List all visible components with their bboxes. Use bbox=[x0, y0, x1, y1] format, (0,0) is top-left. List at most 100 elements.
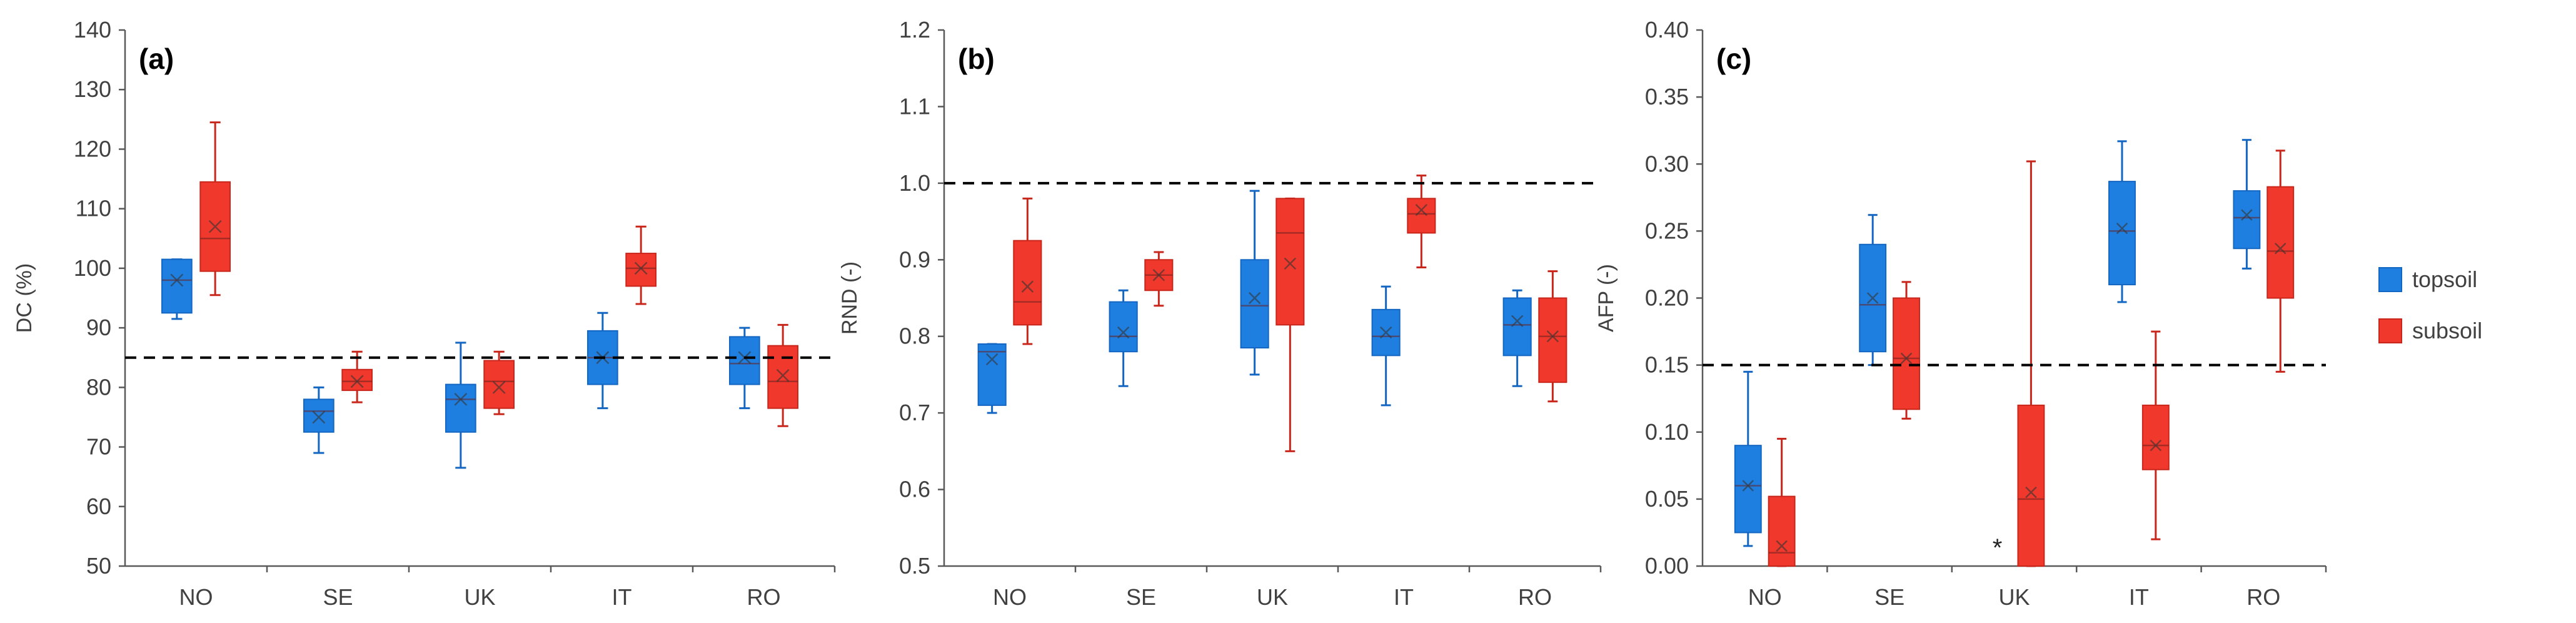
x-tick-label: IT bbox=[2129, 584, 2149, 610]
annotation-asterisk: * bbox=[1993, 534, 2003, 562]
topsoil-box-UK bbox=[445, 342, 476, 469]
iqr-box bbox=[1893, 297, 1920, 410]
mean-marker bbox=[1742, 480, 1754, 492]
y-tick-label: 0.10 bbox=[1645, 419, 1689, 445]
topsoil-box-IT bbox=[1371, 285, 1401, 407]
iqr-box bbox=[625, 253, 657, 287]
x-tick-label: RO bbox=[2246, 584, 2280, 610]
subsoil-box-IT bbox=[1407, 175, 1436, 269]
mean-marker bbox=[350, 375, 364, 388]
y-tick-label: 130 bbox=[74, 76, 111, 102]
panel-a: 50 60 70 80 90 100 110 120 130 140 DC (%) (a) NO SE UK… bbox=[13, 17, 836, 610]
x-tick-label: NO bbox=[993, 584, 1027, 610]
y-axis-label: DC (%) bbox=[13, 263, 36, 333]
subsoil-box-IT bbox=[2141, 330, 2170, 540]
y-tick-label: 0.6 bbox=[899, 477, 930, 502]
y-tick-label: 80 bbox=[86, 374, 111, 400]
topsoil-box-RO bbox=[2233, 139, 2261, 270]
y-tick-label: 0.7 bbox=[899, 400, 930, 425]
y-tick-label: 1.2 bbox=[899, 17, 930, 43]
y-tick-label: 1.0 bbox=[899, 170, 930, 196]
iqr-box bbox=[1538, 297, 1567, 383]
y-tick-label: 0.05 bbox=[1645, 486, 1689, 512]
subsoil-box-SE bbox=[341, 350, 373, 403]
legend-swatch-subsoil bbox=[2378, 318, 2402, 343]
subsoil-box-NO bbox=[1768, 437, 1796, 567]
x-tick-label: SE bbox=[1126, 584, 1156, 610]
iqr-box bbox=[1734, 445, 1762, 534]
iqr-box bbox=[341, 368, 373, 392]
mean-marker bbox=[454, 392, 468, 406]
y-tick-label: 0.8 bbox=[899, 323, 930, 349]
y-tick-label: 0.40 bbox=[1645, 17, 1689, 43]
subsoil-box-UK bbox=[483, 350, 515, 415]
topsoil-box-SE bbox=[1859, 214, 1887, 367]
x-tick-label: IT bbox=[1394, 584, 1414, 610]
topsoil-box-RO bbox=[729, 327, 760, 410]
mean-marker bbox=[2274, 242, 2287, 255]
y-tick-label: 0.20 bbox=[1645, 285, 1689, 311]
mean-marker bbox=[1900, 352, 1913, 365]
iqr-box bbox=[1502, 297, 1532, 357]
iqr-box bbox=[2141, 404, 2170, 470]
mean-marker bbox=[634, 261, 648, 275]
x-tick-label: UK bbox=[1257, 584, 1288, 610]
mean-marker bbox=[985, 353, 999, 366]
mean-marker bbox=[312, 410, 326, 424]
mean-marker bbox=[1776, 540, 1788, 552]
mean-marker bbox=[2025, 486, 2037, 499]
y-tick-label: 100 bbox=[74, 255, 111, 281]
mean-marker bbox=[1152, 269, 1165, 281]
y-tick-label: 0.15 bbox=[1645, 352, 1689, 378]
iqr-box bbox=[1275, 198, 1305, 326]
subsoil-box-IT bbox=[625, 225, 657, 305]
subsoil-box-RO bbox=[1538, 270, 1567, 403]
iqr-box bbox=[767, 345, 798, 409]
iqr-box bbox=[2017, 404, 2045, 567]
legend: topsoil subsoil bbox=[2378, 266, 2482, 343]
x-tick-label: IT bbox=[612, 584, 632, 610]
legend-label-topsoil: topsoil bbox=[2412, 266, 2477, 292]
mean-marker bbox=[1284, 257, 1297, 270]
y-tick-label: 120 bbox=[74, 136, 111, 161]
x-tick-label: RO bbox=[1518, 584, 1552, 610]
x-tick-label: SE bbox=[1874, 584, 1904, 610]
y-tick-label: 0.5 bbox=[899, 553, 930, 579]
y-tick-label: 0.25 bbox=[1645, 218, 1689, 243]
mean-marker bbox=[1248, 291, 1261, 305]
mean-marker bbox=[208, 220, 222, 233]
mean-marker bbox=[1546, 330, 1559, 343]
iqr-box bbox=[2233, 190, 2261, 250]
panel-c: 0.00 0.05 0.10 0.15 0.20 0.25 0.30 0.35 0.40 AFP … bbox=[1594, 17, 2327, 610]
topsoil-box-IT bbox=[587, 312, 618, 410]
topsoil-box-RO bbox=[1502, 289, 1532, 387]
subsoil-box-RO bbox=[2267, 149, 2295, 373]
mean-marker bbox=[2241, 209, 2253, 221]
y-tick-label: 0.9 bbox=[899, 246, 930, 272]
mean-marker bbox=[776, 368, 790, 382]
topsoil-box-SE bbox=[1109, 289, 1138, 387]
mean-marker bbox=[2150, 439, 2162, 452]
iqr-box bbox=[977, 343, 1007, 406]
iqr-box bbox=[1768, 495, 1796, 567]
x-tick-label: RO bbox=[747, 584, 781, 610]
topsoil-box-IT bbox=[2108, 140, 2136, 303]
mean-marker bbox=[1021, 280, 1034, 293]
y-tick-label: 90 bbox=[86, 315, 111, 340]
mean-marker bbox=[1379, 326, 1392, 339]
mean-marker bbox=[2116, 222, 2128, 235]
y-axis-label: AFP (-) bbox=[1594, 264, 1618, 332]
mean-marker bbox=[492, 380, 506, 394]
x-tick-label: UK bbox=[1998, 584, 2030, 610]
topsoil-box-NO bbox=[1734, 370, 1762, 547]
subsoil-box-RO bbox=[767, 323, 798, 427]
y-tick-label: 0.35 bbox=[1645, 84, 1689, 109]
y-tick-label: 60 bbox=[86, 494, 111, 519]
topsoil-box-NO bbox=[977, 343, 1007, 414]
y-tick-label: 50 bbox=[86, 553, 111, 579]
y-tick-label: 1.1 bbox=[899, 93, 930, 119]
iqr-box bbox=[1407, 198, 1436, 234]
subsoil-box-NO bbox=[199, 121, 231, 296]
iqr-box bbox=[2108, 181, 2136, 286]
